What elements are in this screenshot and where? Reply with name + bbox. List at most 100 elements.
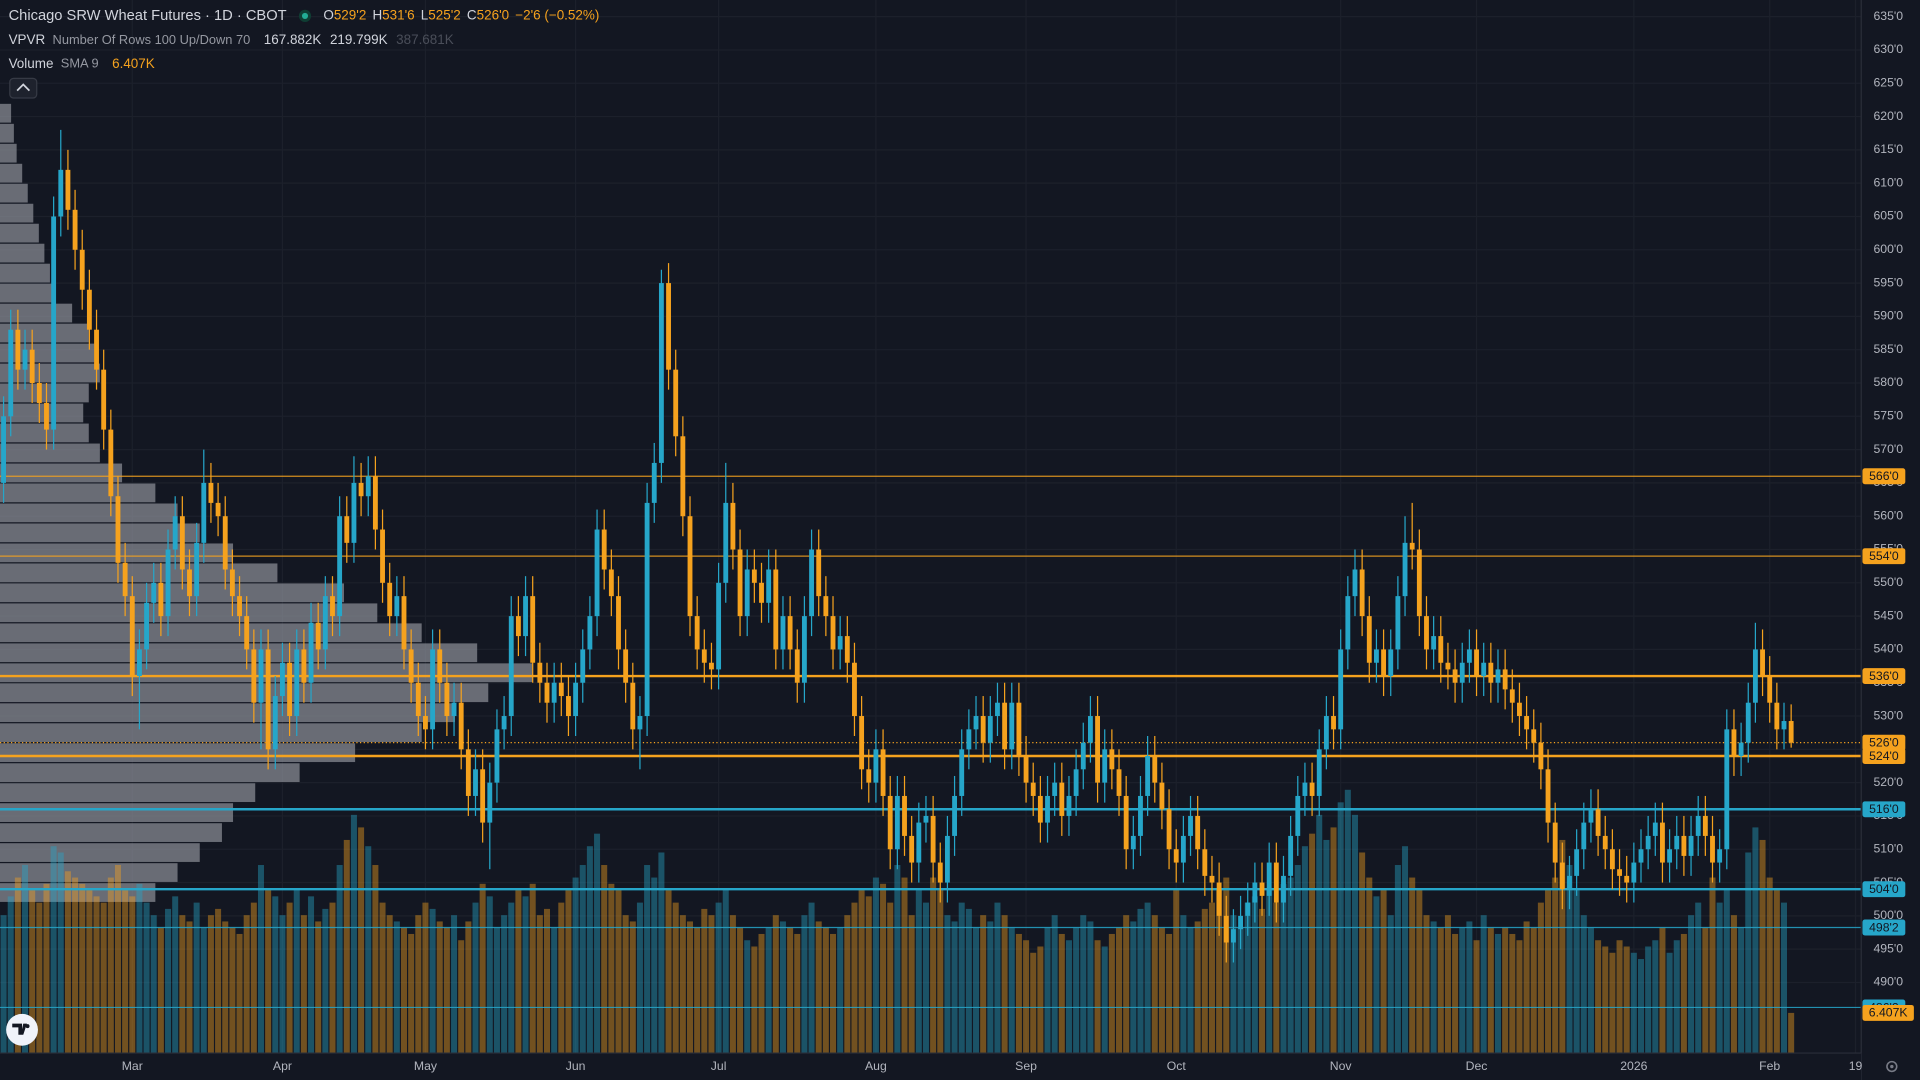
candle-body [79, 249, 85, 290]
candle-body [1424, 616, 1429, 650]
profile-row [0, 323, 89, 343]
volume-bar [1187, 927, 1194, 1054]
y-tick-label: 550'0 [1873, 575, 1903, 589]
candle-body [1531, 729, 1537, 743]
volume-bar [1309, 833, 1316, 1054]
candle-body [15, 329, 21, 370]
price-tag [1862, 734, 1906, 751]
volume-bar [1230, 915, 1237, 1054]
volume-bar [272, 896, 279, 1054]
y-tick-label: 605'0 [1873, 209, 1903, 223]
candle-body [973, 716, 979, 730]
candle-body [430, 649, 436, 730]
candle-body [1409, 542, 1415, 550]
candle-body [1660, 822, 1665, 863]
volume-bar [894, 865, 901, 1054]
volume-bar [1652, 940, 1659, 1054]
time-axis-bg [0, 1053, 1862, 1080]
price-tag-label: 504'0 [1869, 882, 1899, 896]
y-tick-label: 625'0 [1873, 75, 1903, 89]
logo[interactable] [6, 1013, 38, 1046]
candle-body [1559, 862, 1565, 890]
volume-bar [1580, 915, 1587, 1054]
candle-body [301, 649, 307, 683]
candle-body [1452, 669, 1458, 683]
candle-body [1517, 702, 1522, 717]
candle-body [265, 649, 271, 750]
volume-bar [858, 890, 865, 1054]
y-tick-label: 620'0 [1873, 109, 1903, 123]
y-tick-label: 585'0 [1873, 342, 1903, 356]
candle-body [1066, 795, 1072, 816]
volume-bar [1208, 902, 1215, 1054]
profile-row [0, 103, 12, 123]
volume-bar [1673, 940, 1680, 1054]
candle-body [44, 402, 49, 430]
volume-bar [1344, 789, 1351, 1054]
candle-body [1045, 795, 1050, 823]
price-tag-label: 536'0 [1869, 669, 1899, 683]
volume-bar [1587, 927, 1594, 1054]
candle-body [86, 289, 92, 330]
volume-bar [1180, 915, 1187, 1054]
y-tick-label: 520'0 [1873, 775, 1903, 789]
ohlc-key: H [372, 7, 382, 22]
candle-body [1052, 782, 1058, 796]
candle-body [1431, 636, 1437, 650]
profile-row [0, 603, 378, 623]
candle-body [1388, 649, 1394, 677]
candle-body [744, 569, 750, 617]
candle-body [837, 636, 843, 650]
volume-bar [250, 902, 257, 1054]
candle-body [1567, 875, 1572, 890]
candle-body [1638, 849, 1644, 863]
profile-row [0, 243, 45, 263]
candle-body [1123, 795, 1129, 850]
candle-body [387, 582, 393, 617]
volume-bar [1738, 927, 1745, 1054]
candle-body [1609, 849, 1615, 870]
candle-body [101, 369, 107, 430]
y-tick-label: 615'0 [1873, 142, 1903, 156]
volume-bar [579, 865, 586, 1054]
candle-body [644, 502, 650, 717]
volume-bar [1373, 896, 1380, 1054]
volume-bar [315, 921, 322, 1054]
candle-body [952, 795, 957, 836]
volume-bar [14, 877, 21, 1054]
volume-bar [193, 902, 200, 1054]
volume-bar [665, 890, 672, 1054]
volume-bar [851, 902, 858, 1054]
collapse-button[interactable] [9, 77, 38, 99]
volume-bar [1623, 946, 1630, 1054]
volume-bar [644, 865, 651, 1054]
volume-bar [1630, 952, 1637, 1054]
volume-bar [1294, 865, 1301, 1054]
price-tag [1862, 548, 1906, 565]
x-tick-label: Nov [1330, 1059, 1353, 1073]
candle-body [151, 582, 157, 603]
volume-bar [1073, 927, 1080, 1054]
candle-body [1087, 716, 1093, 743]
candle-body [1652, 822, 1658, 836]
price-tag [1862, 748, 1906, 764]
candle-body [1402, 542, 1408, 597]
candle-body [444, 682, 450, 717]
settings-icon[interactable] [1886, 1060, 1898, 1073]
volume-bar [787, 927, 794, 1054]
candle-body [1545, 769, 1551, 823]
volume-bar [243, 915, 250, 1054]
candle-body [1159, 782, 1165, 810]
profile-row [0, 443, 100, 463]
candle-body [1302, 782, 1308, 796]
volume-bar [751, 946, 758, 1054]
volume-bar [186, 921, 193, 1054]
profile-row [0, 643, 478, 663]
volume-bar [36, 902, 43, 1054]
candle-body [437, 649, 443, 683]
candles [1, 129, 1794, 963]
candle-body [487, 782, 493, 823]
volume-bar [922, 902, 929, 1054]
volume-bar [672, 902, 679, 1054]
indicator-params: Number Of Rows 100 Up/Down 70 [53, 32, 251, 47]
